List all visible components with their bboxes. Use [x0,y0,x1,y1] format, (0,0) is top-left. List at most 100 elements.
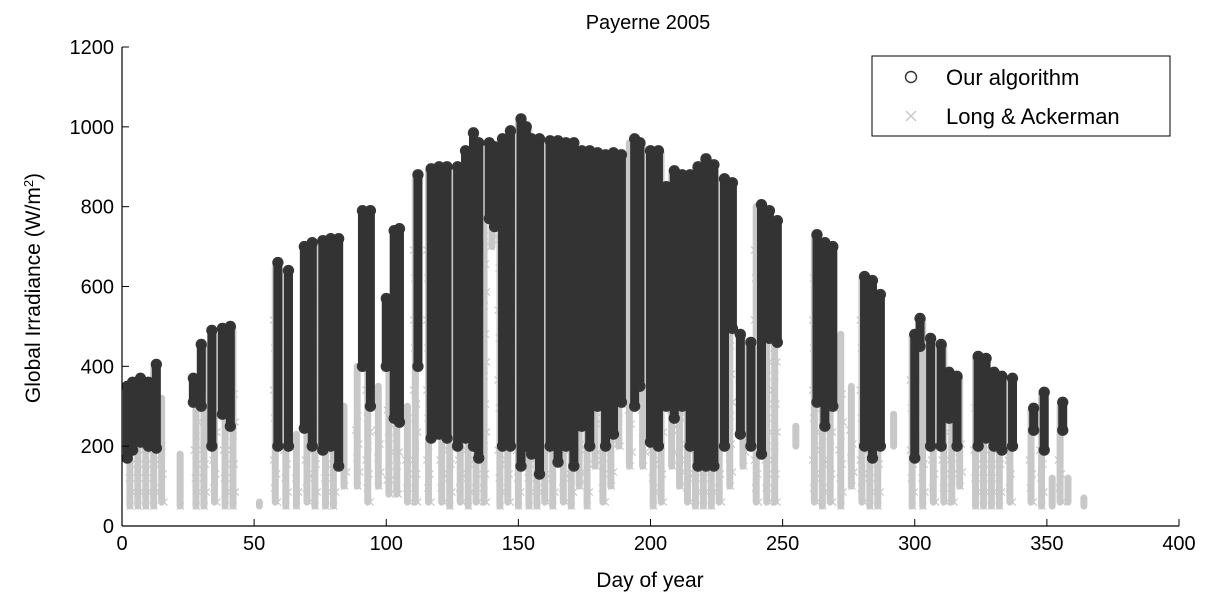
long-marker [412,470,421,478]
ours-marker [708,159,720,171]
ours-marker [333,460,345,472]
series-our-algorithm [121,113,1069,480]
long-day-column [351,362,364,491]
long-marker [972,460,981,468]
long-marker [464,502,473,510]
long-marker [292,502,301,510]
long-marker [607,482,616,491]
long-marker [394,490,403,498]
long-marker [212,498,221,506]
long-marker [921,488,929,496]
ours-marker [708,460,720,472]
long-marker [835,446,843,454]
long-marker [125,474,134,482]
long-marker [482,358,491,366]
ours-marker [584,440,596,452]
long-marker [200,502,209,510]
long-marker [482,498,491,506]
x-tick-label: 50 [243,533,265,555]
long-marker [386,490,395,498]
long-marker [376,468,385,477]
long-marker [837,502,845,510]
x-tick-label: 150 [502,533,535,555]
long-marker [302,484,311,492]
long-marker [1028,470,1037,478]
long-marker [739,462,748,471]
long-marker [908,502,917,510]
ours-day-column [874,288,887,452]
long-marker [836,474,844,482]
y-axis-title-sup: 2 [21,180,36,187]
x-tick-label: 200 [634,533,667,555]
long-marker [569,488,578,496]
long-marker [463,474,472,482]
long-marker [548,474,556,482]
long-marker [227,446,236,454]
long-marker [151,460,159,468]
long-marker [598,484,607,492]
long-day-column [176,450,185,510]
long-marker [668,462,677,471]
long-marker [606,454,615,463]
ours-marker [745,440,757,452]
long-marker [401,456,410,464]
long-marker [995,502,1004,510]
ours-marker [441,432,453,444]
long-marker [845,426,854,435]
long-marker [585,488,594,496]
long-marker [413,498,422,506]
long-marker [1037,502,1046,510]
ours-marker [763,205,776,217]
ours-marker [819,420,831,432]
long-marker [331,488,340,496]
ours-marker [628,400,641,412]
x-axis-title: Day of year [596,569,703,592]
ours-marker [333,232,345,245]
long-marker [754,498,763,506]
long-marker [291,474,300,482]
long-marker [516,488,525,496]
long-marker [409,456,418,464]
ours-marker [1038,444,1050,456]
long-marker [1055,484,1064,492]
ours-marker [726,322,739,335]
ours-day-column [924,332,937,452]
long-marker [540,484,549,492]
ours-marker [1006,372,1019,384]
long-marker [928,484,937,492]
long-marker [873,474,881,482]
long-marker [312,460,321,468]
long-marker [411,372,420,380]
long-marker [1008,498,1017,506]
long-marker [411,442,420,450]
long-marker [208,456,217,464]
legend-label-long-ackerman: Long & Ackerman [946,104,1120,129]
ours-marker [866,452,879,464]
chart-title: Payerne 2005 [586,12,711,34]
long-marker [409,386,418,394]
x-tick-label: 100 [370,533,403,555]
long-marker [230,460,239,468]
ours-marker [150,358,163,370]
long-marker [699,502,708,510]
long-marker [848,440,857,449]
long-day-column [339,402,351,491]
legend: Our algorithm Long & Ackerman [871,55,1171,137]
ours-marker [1057,424,1069,436]
long-marker [454,456,463,464]
long-marker [209,484,218,492]
long-marker [918,474,926,482]
long-day-column [845,382,858,491]
long-marker [997,488,1006,496]
long-marker [600,470,609,478]
long-marker [191,474,200,482]
long-marker [192,432,201,440]
long-marker [384,434,393,442]
long-marker [395,448,404,456]
long-marker [294,488,303,496]
ours-marker [951,370,963,382]
y-ticks: 0 200 400 600 800 1000 1200 [70,37,129,538]
long-marker [762,484,771,492]
ours-day-column [224,320,236,432]
long-marker [839,418,847,426]
